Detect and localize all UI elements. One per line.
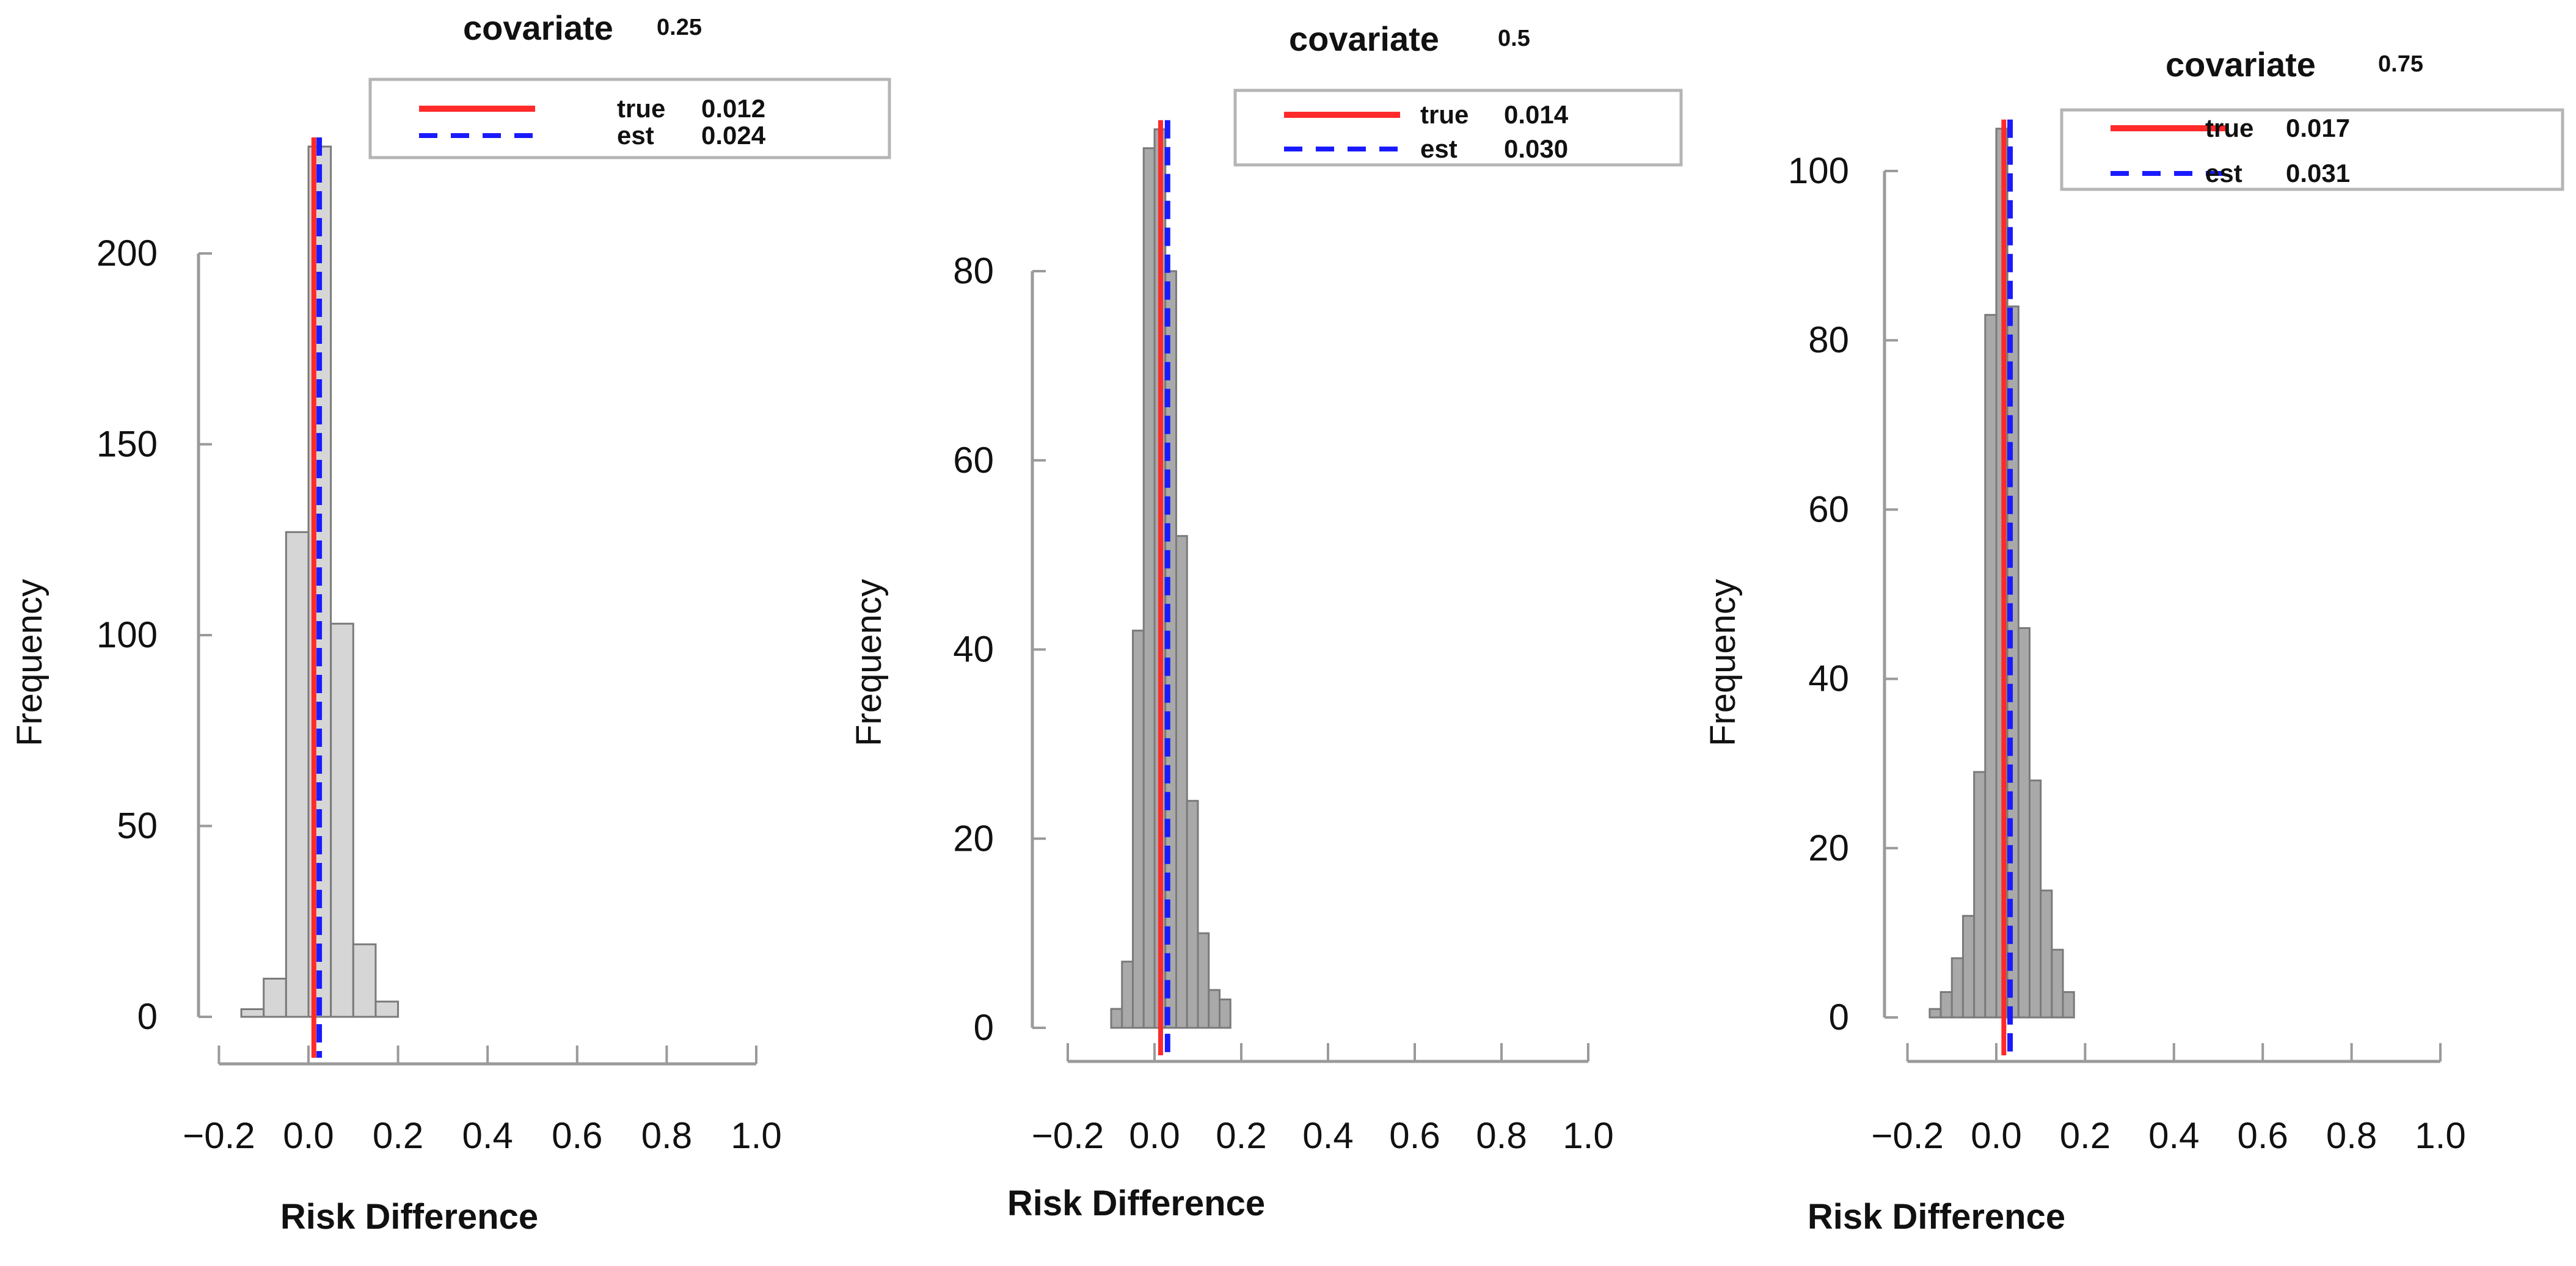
histogram-bar bbox=[2040, 889, 2053, 1019]
legend-box bbox=[2060, 108, 2564, 191]
y-axis-label: Frequency bbox=[1703, 579, 1743, 746]
y-tick-label: 80 bbox=[1808, 319, 1849, 360]
histogram-bar bbox=[2017, 627, 2031, 1019]
y-tick-label: 0 bbox=[974, 1007, 994, 1048]
y-tick-label: 150 bbox=[97, 424, 158, 465]
x-tick-label: −0.2 bbox=[1032, 1115, 1104, 1156]
x-tick-label: 0.6 bbox=[2237, 1115, 2288, 1156]
x-tick-label: 1.0 bbox=[731, 1115, 781, 1156]
legend-est-value: 0.031 bbox=[2286, 159, 2350, 187]
legend-est-value: 0.030 bbox=[1504, 134, 1568, 163]
chart-title: covariate bbox=[463, 9, 613, 47]
y-tick-label: 20 bbox=[953, 818, 994, 859]
legend-true-value: 0.012 bbox=[701, 94, 765, 123]
x-tick-label: −0.2 bbox=[1871, 1115, 1943, 1156]
histogram-bar bbox=[1132, 630, 1145, 1029]
legend-est-value: 0.024 bbox=[701, 121, 766, 150]
x-tick-label: 0.2 bbox=[373, 1115, 423, 1156]
histogram-bar bbox=[1208, 989, 1220, 1029]
x-tick-label: 0.4 bbox=[1302, 1115, 1353, 1156]
legend-box bbox=[368, 78, 891, 159]
histogram-bar bbox=[2029, 779, 2042, 1019]
chart-title-value: 0.75 bbox=[2378, 51, 2423, 77]
histogram-panel-3: covariate 0.75 0 20 40 60 80 100 −0.2 0.0 0.2 0.4 0.… bbox=[1703, 45, 2564, 1237]
x-tick-label: 0.6 bbox=[1389, 1115, 1440, 1156]
chart-title: covariate bbox=[1289, 20, 1439, 58]
histogram-bar bbox=[1939, 991, 1953, 1019]
histogram-bar bbox=[1186, 799, 1199, 1029]
histogram-bar bbox=[1984, 314, 1998, 1019]
x-tick-label: 0.2 bbox=[2060, 1115, 2111, 1156]
legend: true 0.017 est 0.031 bbox=[2060, 108, 2564, 191]
legend: true 0.012 est 0.024 bbox=[368, 78, 891, 159]
x-tick-label: 0.8 bbox=[1476, 1115, 1527, 1156]
y-tick-label: 40 bbox=[1808, 658, 1849, 699]
x-tick-label: 0.6 bbox=[552, 1115, 602, 1156]
x-tick-label: 0.4 bbox=[2148, 1115, 2199, 1156]
histogram-bar bbox=[374, 1000, 400, 1018]
histogram-bar bbox=[1121, 961, 1134, 1029]
x-tick-label: 0.0 bbox=[1971, 1115, 2021, 1156]
y-tick-label: 200 bbox=[97, 233, 158, 274]
histogram-bar bbox=[1961, 915, 1976, 1019]
histogram-bar bbox=[2051, 948, 2064, 1019]
y-axis-label: Frequency bbox=[10, 579, 49, 746]
x-tick-label: 0.4 bbox=[462, 1115, 513, 1156]
histogram-bar bbox=[240, 1008, 265, 1018]
legend-true-label: true bbox=[2205, 114, 2253, 142]
histogram-bar bbox=[2062, 991, 2075, 1019]
legend-true-value: 0.014 bbox=[1504, 100, 1569, 129]
x-tick-label: 0.0 bbox=[283, 1115, 334, 1156]
histogram-panel-1: covariate 0.25 0 50 100 150 200 −0.2 0.0 0.2 0.4 0.… bbox=[10, 9, 891, 1237]
legend-est-label: est bbox=[1420, 134, 1458, 163]
histogram-bar bbox=[263, 978, 287, 1018]
histogram-panel-2: covariate 0.5 0 20 40 60 80 −0.2 0.0 0.2 0.4 0.6 0.8… bbox=[849, 20, 1683, 1223]
legend-true-value: 0.017 bbox=[2286, 114, 2350, 142]
x-tick-label: 1.0 bbox=[2415, 1115, 2465, 1156]
y-tick-label: 100 bbox=[1788, 150, 1849, 191]
chart-title-value: 0.25 bbox=[657, 15, 702, 40]
legend-est-label: est bbox=[2205, 159, 2242, 187]
x-tick-label: −0.2 bbox=[183, 1115, 255, 1156]
x-axis-label: Risk Difference bbox=[1808, 1197, 2065, 1237]
histogram-bar bbox=[1950, 957, 1964, 1019]
histogram-bar bbox=[1973, 771, 1987, 1019]
legend-true-label: true bbox=[617, 94, 665, 123]
y-tick-label: 100 bbox=[97, 614, 158, 655]
y-tick-label: 60 bbox=[953, 440, 994, 481]
y-tick-label: 60 bbox=[1808, 489, 1849, 529]
y-tick-label: 40 bbox=[953, 629, 994, 670]
x-tick-label: 0.8 bbox=[641, 1115, 692, 1156]
x-axis-label: Risk Difference bbox=[1007, 1184, 1265, 1223]
y-tick-label: 0 bbox=[1829, 997, 1849, 1038]
histogram-bar bbox=[352, 943, 377, 1018]
chart-title-value: 0.5 bbox=[1498, 26, 1530, 51]
histogram-bar bbox=[1219, 999, 1231, 1029]
x-tick-label: 0.2 bbox=[1216, 1115, 1266, 1156]
chart-title: covariate bbox=[2166, 45, 2316, 84]
x-tick-label: 0.8 bbox=[2326, 1115, 2377, 1156]
x-axis-label: Risk Difference bbox=[280, 1197, 538, 1237]
histogram-bar bbox=[1197, 932, 1210, 1029]
histogram-bar bbox=[1142, 147, 1156, 1029]
y-tick-label: 0 bbox=[137, 996, 158, 1037]
y-tick-label: 50 bbox=[117, 806, 158, 846]
y-tick-label: 20 bbox=[1808, 828, 1849, 868]
histogram-bar bbox=[330, 622, 354, 1018]
histogram-bar bbox=[1175, 535, 1188, 1029]
histogram-bar bbox=[1928, 1008, 1942, 1019]
legend: true 0.014 est 0.030 bbox=[1233, 89, 1683, 167]
y-axis-label: Frequency bbox=[849, 579, 889, 746]
y-tick-label: 80 bbox=[953, 250, 994, 291]
x-tick-label: 0.0 bbox=[1129, 1115, 1180, 1156]
x-tick-label: 1.0 bbox=[1563, 1115, 1613, 1156]
histogram-bar bbox=[1110, 1008, 1123, 1029]
legend-est-label: est bbox=[617, 121, 654, 150]
legend-box bbox=[1233, 89, 1683, 167]
legend-true-label: true bbox=[1420, 100, 1469, 129]
histogram-bar bbox=[285, 531, 310, 1018]
